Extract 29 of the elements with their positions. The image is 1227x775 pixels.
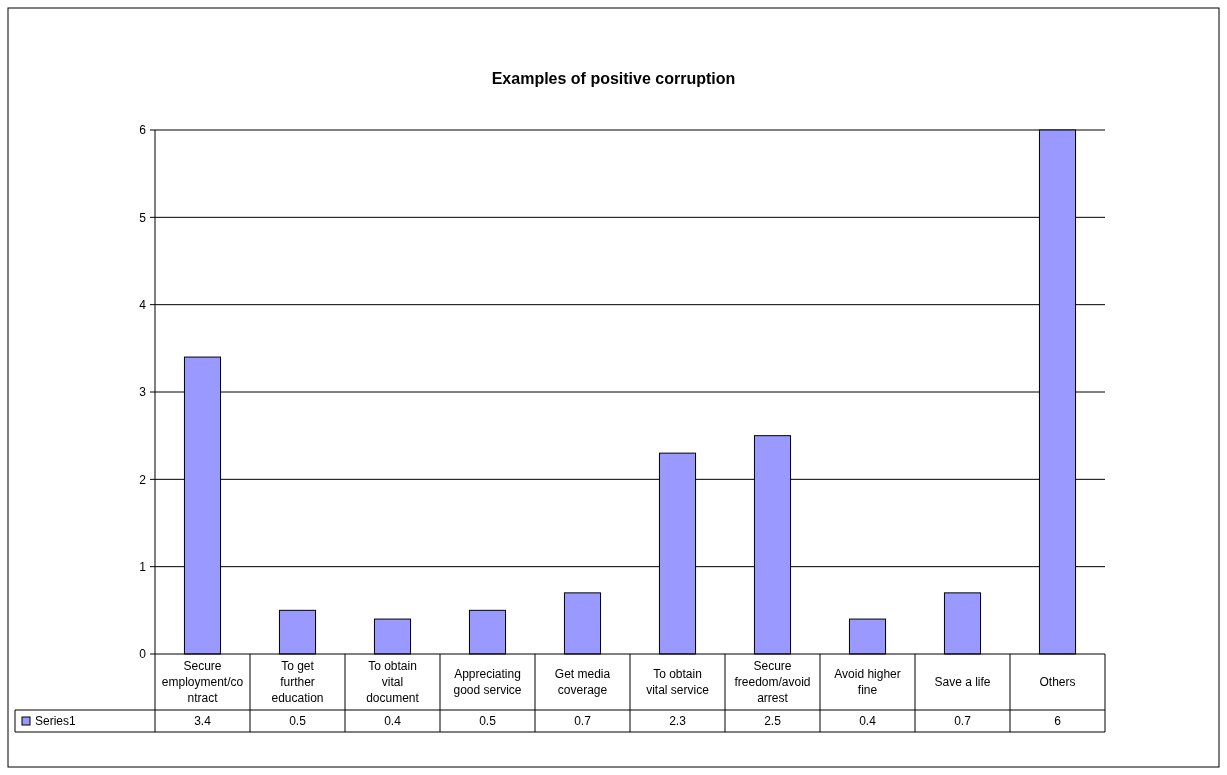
x-tick-label: To obtain vital document — [366, 659, 420, 705]
x-tick-label: Save a life — [934, 675, 991, 689]
y-tick-label: 5 — [139, 210, 147, 225]
y-tick-label: 6 — [139, 123, 147, 138]
data-label: 0.7 — [954, 714, 972, 728]
data-label: 2.5 — [764, 714, 782, 728]
data-label: 0.5 — [479, 714, 497, 728]
data-label: 2.3 — [669, 714, 687, 728]
data-label: 6 — [1054, 714, 1062, 728]
x-tick-label: Appreciating good service — [453, 667, 522, 697]
x-tick-label: To obtain vital service — [646, 667, 710, 697]
data-label: 0.5 — [289, 714, 307, 728]
x-tick-label: Get media coverage — [554, 667, 611, 697]
y-tick-label: 4 — [139, 297, 147, 312]
x-tick-label: Avoid higher fine — [834, 667, 901, 697]
legend-label: Series1 — [35, 714, 77, 728]
data-label: 0.4 — [859, 714, 877, 728]
chart-title: Examples of positive corruption — [491, 70, 736, 87]
y-tick-label: 0 — [139, 647, 147, 662]
y-tick-label: 3 — [139, 385, 147, 400]
x-tick-label: To get further education — [271, 659, 324, 705]
x-tick-label: Others — [1039, 675, 1076, 689]
x-tick-label: Secure employment/contract — [161, 659, 244, 705]
y-tick-label: 2 — [139, 472, 147, 487]
data-label: 0.7 — [574, 714, 592, 728]
x-tick-label: Secure freedom/avoid arrest — [734, 659, 811, 705]
data-label: 0.4 — [384, 714, 402, 728]
data-label: 3.4 — [194, 714, 212, 728]
y-tick-label: 1 — [139, 559, 147, 574]
